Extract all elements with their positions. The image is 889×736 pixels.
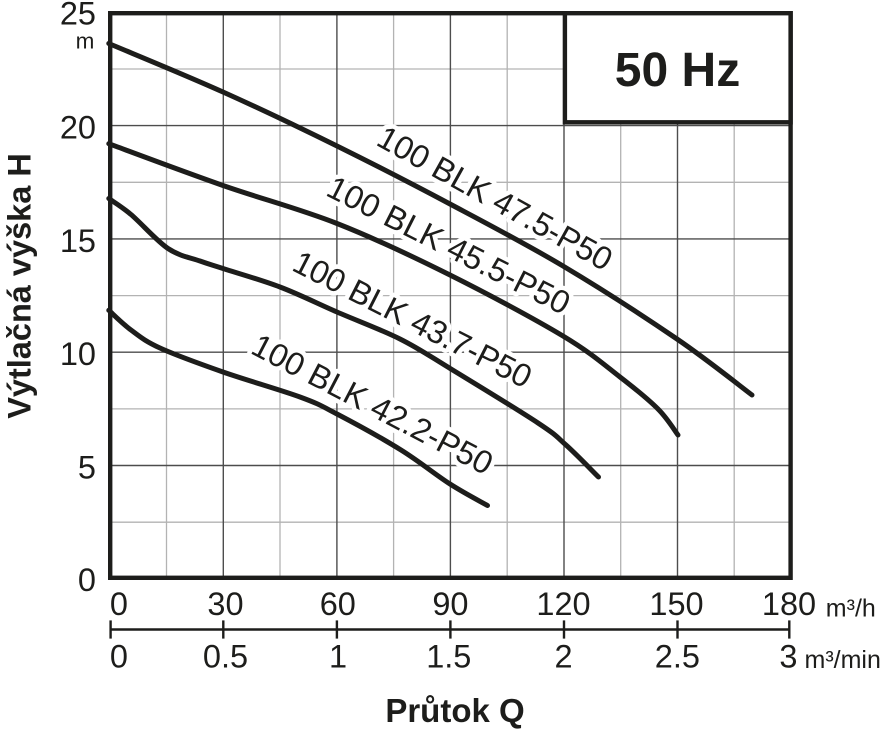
svg-text:1: 1 xyxy=(329,639,347,675)
svg-text:2: 2 xyxy=(554,639,572,675)
svg-text:30: 30 xyxy=(207,586,243,622)
svg-text:50 Hz: 50 Hz xyxy=(615,44,740,97)
svg-text:Výtlačná výška H: Výtlačná výška H xyxy=(2,153,38,419)
svg-text:90: 90 xyxy=(432,586,468,622)
svg-text:2.5: 2.5 xyxy=(655,639,700,675)
svg-text:0: 0 xyxy=(110,586,128,622)
svg-text:180: 180 xyxy=(762,586,816,622)
svg-text:15: 15 xyxy=(60,223,96,259)
svg-text:1.5: 1.5 xyxy=(426,639,471,675)
svg-text:150: 150 xyxy=(649,586,703,622)
svg-text:3: 3 xyxy=(779,639,797,675)
svg-text:0: 0 xyxy=(78,562,96,598)
svg-text:0.5: 0.5 xyxy=(203,639,248,675)
svg-text:120: 120 xyxy=(536,586,590,622)
svg-text:m: m xyxy=(76,28,95,53)
svg-text:20: 20 xyxy=(60,110,96,146)
svg-text:25: 25 xyxy=(60,0,96,32)
svg-text:0: 0 xyxy=(110,639,128,675)
svg-text:m³/min: m³/min xyxy=(805,646,881,674)
svg-text:60: 60 xyxy=(320,586,356,622)
svg-text:10: 10 xyxy=(60,336,96,372)
svg-text:Průtok Q: Průtok Q xyxy=(385,692,524,729)
svg-text:5: 5 xyxy=(78,449,96,485)
svg-text:m³/h: m³/h xyxy=(826,595,876,623)
